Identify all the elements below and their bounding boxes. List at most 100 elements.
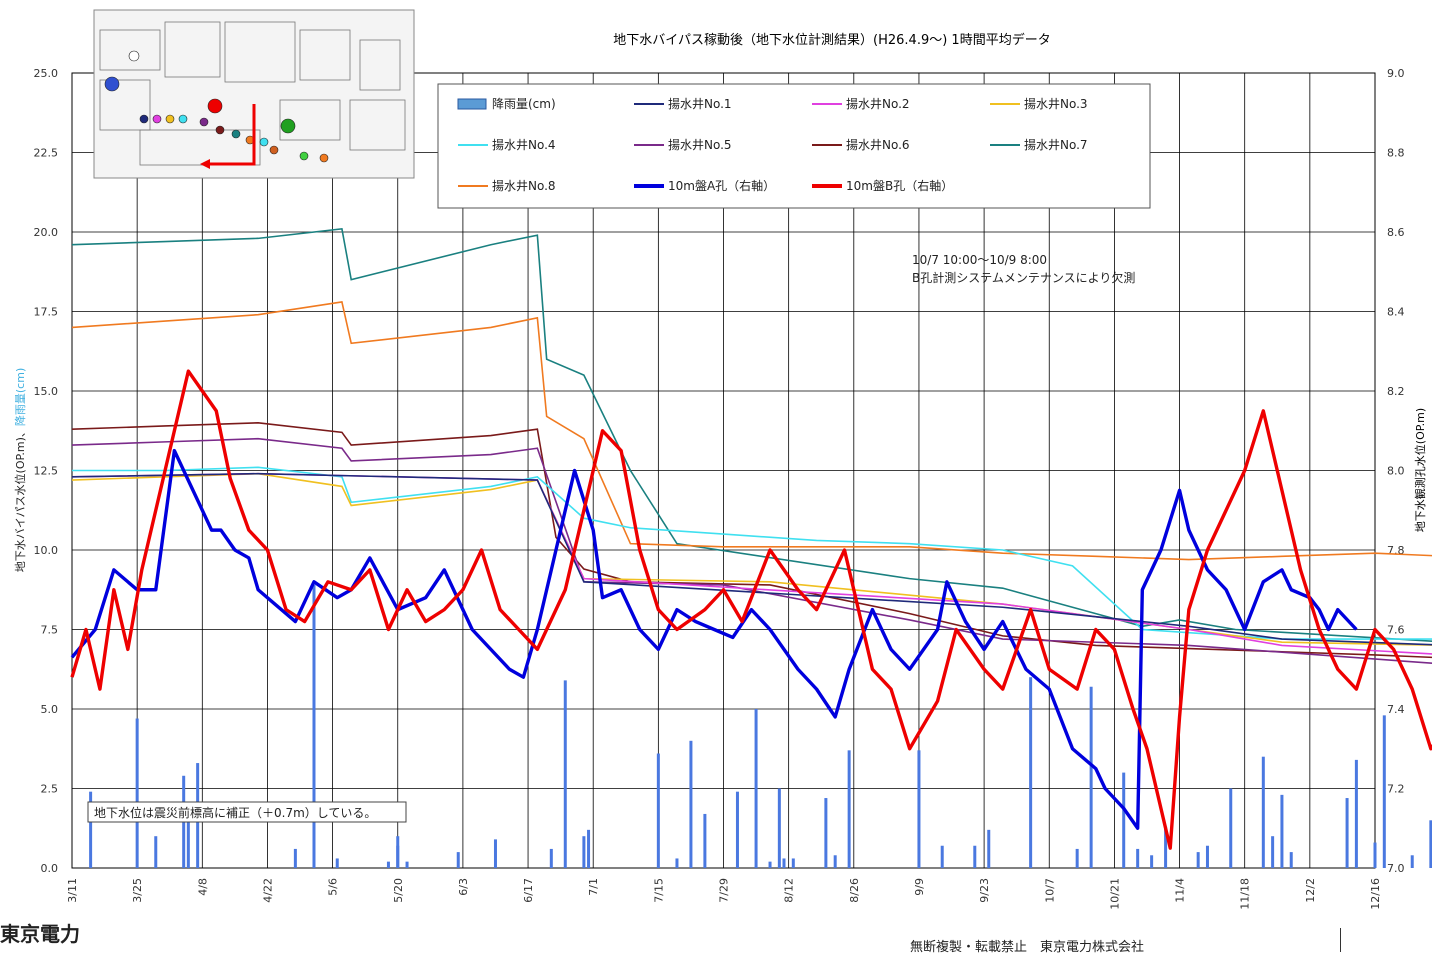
x-tick: 9/9: [913, 878, 926, 896]
site-marker-icon: [139, 114, 149, 124]
x-tick: 5/6: [327, 878, 340, 896]
y-tick-right: 7.6: [1387, 624, 1405, 637]
legend-label: 揚水井No.5: [668, 138, 732, 152]
rainfall-bar: [987, 829, 991, 868]
site-marker-icon: [199, 117, 209, 127]
x-tick: 6/3: [457, 878, 470, 896]
site-marker-icon: [178, 114, 188, 124]
x-tick: 11/4: [1174, 878, 1187, 903]
rainfall-bar: [587, 829, 591, 868]
x-tick: 10/7: [1043, 878, 1056, 903]
y-tick-right: 7.0: [1387, 862, 1405, 875]
x-tick: 7/1: [587, 878, 600, 896]
y-tick-left: 20.0: [34, 226, 59, 239]
x-tick: 11/18: [1239, 878, 1252, 910]
rainfall-bar: [1029, 677, 1033, 868]
rainfall-bar: [754, 709, 758, 868]
legend-label: 揚水井No.8: [492, 179, 556, 193]
rainfall-bar: [1280, 794, 1284, 868]
site-building: [99, 79, 151, 131]
rainfall-bar: [735, 791, 739, 868]
series-line-揚水井No.7: [71, 227, 1432, 642]
site-marker-icon: [231, 129, 241, 139]
rainfall-bar: [154, 836, 158, 868]
x-tick: 5/20: [392, 878, 405, 903]
y-tick-left: 12.5: [34, 465, 59, 478]
legend-label: 揚水井No.2: [846, 97, 910, 111]
legend-label: 揚水井No.6: [846, 138, 910, 152]
rainfall-bar: [1289, 852, 1293, 868]
rainfall-bar: [186, 820, 190, 868]
rainfall-bar: [1410, 855, 1414, 868]
rainfall-bar: [847, 750, 851, 868]
series-line-揚水井No.5: [71, 437, 1432, 665]
observation-hole-lines: [70, 369, 1432, 850]
y-tick-right: 8.2: [1387, 385, 1405, 398]
site-marker-icon: [104, 76, 120, 92]
series-line-揚水井No.8: [71, 301, 1432, 561]
legend-label: 揚水井No.3: [1024, 97, 1088, 111]
correction-note: 地下水位は震災前標高に補正（＋0.7m）している。: [94, 805, 376, 820]
rainfall-bar: [656, 753, 660, 868]
site-marker-icon: [152, 114, 162, 124]
rainfall-bar: [135, 718, 139, 868]
rainfall-bar: [1354, 759, 1358, 868]
series-line-10m盤A孔（右軸）: [70, 448, 1358, 830]
missing-data-note-line2: B孔計測システムメンテナンスにより欠測: [912, 270, 1135, 285]
y-tick-right: 8.6: [1387, 226, 1405, 239]
company-logo-text: 東京電力: [0, 922, 80, 946]
rainfall-bar: [456, 852, 460, 868]
legend-label: 揚水井No.4: [492, 138, 556, 152]
site-marker-icon: [269, 145, 279, 155]
rainfall-bar: [1373, 842, 1377, 868]
rainfall-bar: [1271, 836, 1275, 868]
site-building: [279, 99, 341, 141]
site-building: [164, 21, 221, 78]
rainfall-bar: [405, 861, 409, 868]
site-building: [224, 21, 296, 83]
x-tick: 3/11: [66, 878, 79, 903]
rainfall-bar: [582, 836, 586, 868]
site-marker-icon: [128, 50, 140, 62]
rainfall-bar: [563, 680, 567, 868]
rainfall-bar: [1429, 820, 1432, 868]
x-tick: 3/25: [131, 878, 144, 903]
rainfall-bar: [1229, 788, 1233, 868]
y-tick-right: 7.2: [1387, 783, 1405, 796]
legend-label: 10m盤B孔（右軸）: [846, 178, 953, 193]
rainfall-bar: [791, 858, 795, 868]
x-tick: 12/16: [1369, 878, 1382, 910]
y-tick-left: 7.5: [41, 624, 59, 637]
rainfall-bar: [940, 845, 944, 868]
x-tick: 8/26: [848, 878, 861, 903]
x-tick: 4/8: [196, 878, 209, 896]
rainfall-bar: [833, 855, 837, 868]
rainfall-bar: [777, 788, 781, 868]
pumping-well-lines: [71, 227, 1432, 665]
site-building: [99, 29, 161, 71]
y-tick-right: 8.4: [1387, 306, 1405, 319]
y-tick-left: 2.5: [41, 783, 59, 796]
rainfall-bar: [689, 740, 693, 868]
site-marker-icon: [319, 153, 329, 163]
flow-arrow-icon: [204, 104, 256, 166]
rainfall-bar: [1261, 756, 1265, 868]
rainfall-bar: [89, 791, 93, 868]
site-marker-icon: [165, 114, 175, 124]
rainfall-bar: [1150, 855, 1154, 868]
arrowhead-icon: [200, 159, 210, 169]
site-building: [139, 129, 261, 166]
y-tick-right: 9.0: [1387, 67, 1405, 80]
y-tick-left: 0.0: [41, 862, 59, 875]
rainfall-bar: [1164, 826, 1168, 868]
rainfall-bar: [824, 798, 828, 868]
rainfall-bar: [335, 858, 339, 868]
site-marker-icon: [280, 118, 296, 134]
y-tick-right: 8.8: [1387, 147, 1405, 160]
series-line-揚水井No.6: [71, 421, 1432, 659]
y-tick-left: 17.5: [34, 306, 59, 319]
y-tick-right: 7.4: [1387, 703, 1405, 716]
footer-divider: [1340, 928, 1341, 952]
chart-title: 地下水バイパス稼動後（地下水位計測結果）(H26.4.9～) 1時間平均データ: [613, 32, 1050, 48]
